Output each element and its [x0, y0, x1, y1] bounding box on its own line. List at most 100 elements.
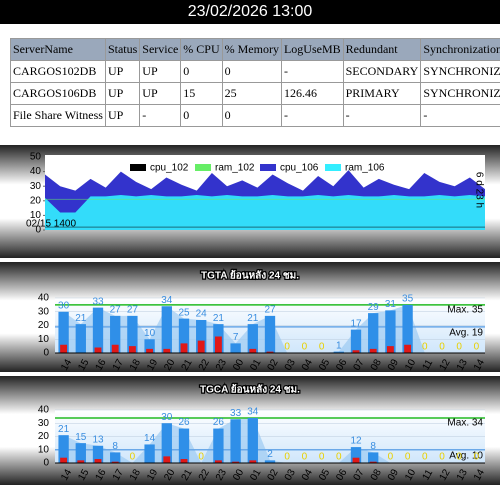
- x-tick-label: 21: [180, 357, 195, 373]
- bar: [161, 423, 172, 463]
- column-header: Synchronization: [420, 38, 500, 61]
- bar: [144, 339, 155, 353]
- x-tick-label: 05: [317, 467, 332, 483]
- x-tick-label: 16: [94, 357, 109, 373]
- value-label: 29: [368, 302, 380, 313]
- value-label: 0: [388, 452, 394, 463]
- max-line-label: Max. 35: [447, 305, 483, 316]
- y-tick-label: 20: [30, 195, 42, 206]
- table-cell: -: [139, 104, 182, 127]
- x-tick-label: 07: [352, 467, 367, 483]
- x-tick-label: 19: [145, 357, 160, 373]
- x-tick-label: 17: [111, 357, 126, 373]
- value-label: 1: [336, 340, 342, 351]
- x-tick-label: 14: [472, 357, 487, 373]
- chart-title: TGTA ย้อนหลัง 24 ชม.: [201, 270, 299, 282]
- bar: [110, 315, 121, 353]
- y-tick-label: 40: [38, 405, 50, 416]
- column-header: ServerName: [10, 38, 106, 61]
- x-tick-label: 08: [369, 467, 384, 483]
- x-tick-label: 03: [283, 357, 298, 373]
- x-tick-label: 17: [111, 467, 126, 483]
- y-tick-label: 0: [43, 458, 49, 469]
- bar: [161, 306, 172, 353]
- bar: [368, 452, 379, 463]
- bar: [247, 324, 258, 353]
- value-label: 0: [284, 342, 290, 353]
- y-tick-label: 10: [30, 210, 42, 221]
- secondary-bar: [60, 344, 68, 353]
- value-label: 31: [385, 299, 397, 310]
- y-tick-label: 0: [35, 225, 41, 236]
- table-cell: 15: [180, 82, 223, 105]
- bar: [58, 311, 69, 353]
- value-label: 10: [144, 328, 156, 339]
- legend-swatch: [130, 164, 146, 171]
- bar: [264, 460, 276, 463]
- y-tick-label: 10: [38, 334, 50, 345]
- value-label: 0: [336, 452, 342, 463]
- x-tick-label: 20: [162, 357, 177, 373]
- table-cell: SYNCHRONIZED: [420, 82, 500, 105]
- x-tick-label: 21: [180, 467, 195, 483]
- column-header: % CPU: [180, 38, 223, 61]
- value-label: 13: [92, 434, 104, 445]
- x-tick-label: 00: [231, 357, 246, 373]
- bar: [368, 313, 379, 353]
- column-header: % Memory: [221, 38, 282, 61]
- table-cell: UP: [139, 60, 182, 83]
- x-tick-label: 04: [300, 357, 315, 373]
- secondary-bar: [214, 460, 222, 463]
- legend-label: ram_106: [345, 163, 385, 174]
- legend-label: cpu_102: [150, 163, 189, 174]
- table-cell: UP: [139, 82, 182, 105]
- secondary-bar: [352, 350, 360, 353]
- bar: [230, 343, 241, 353]
- x-tick-label: 07: [352, 357, 367, 373]
- area: [45, 194, 485, 230]
- x-tick-label: 15: [76, 467, 91, 483]
- value-label: 12: [350, 436, 362, 447]
- x-label: 02/15 1400: [26, 219, 76, 230]
- value-label: 33: [92, 296, 104, 307]
- value-label: 27: [264, 305, 276, 316]
- x-tick-label: 09: [386, 357, 401, 373]
- y-tick-label: 50: [30, 152, 42, 163]
- x-tick-label: 08: [369, 357, 384, 373]
- x-tick-label: 16: [94, 467, 109, 483]
- x-tick-label: 05: [317, 357, 332, 373]
- value-label: 27: [110, 305, 122, 316]
- value-label: 0: [422, 452, 428, 463]
- table-row: File Share Witness UP -0 0- - -: [10, 104, 500, 127]
- value-label: 0: [439, 342, 445, 353]
- value-label: 24: [196, 309, 208, 320]
- column-header: Service: [139, 38, 182, 61]
- y-tick-label: 20: [38, 320, 50, 331]
- x-tick-label: 00: [231, 467, 246, 483]
- y-tick-label: 30: [38, 418, 50, 429]
- table-cell: -: [280, 104, 344, 127]
- secondary-bar: [111, 461, 119, 463]
- value-label: 8: [112, 441, 118, 452]
- x-tick-label: 04: [300, 467, 315, 483]
- x-tick-label: 12: [438, 467, 453, 483]
- y-tick-label: 40: [38, 293, 50, 304]
- value-label: 0: [319, 452, 325, 463]
- value-label: 30: [58, 300, 70, 311]
- bar: [92, 445, 104, 463]
- chart-title: TGCA ย้อนหลัง 24 ชม.: [200, 384, 300, 396]
- x-tick-label: 10: [403, 467, 418, 483]
- bar: [350, 447, 362, 463]
- legend-swatch: [325, 164, 341, 171]
- x-tick-label: 01: [248, 357, 263, 373]
- secondary-bar: [94, 459, 102, 463]
- value-label: 0: [198, 452, 204, 463]
- value-label: 0: [456, 452, 462, 463]
- secondary-bar: [369, 348, 377, 353]
- value-label: 0: [302, 342, 308, 353]
- x-tick-label: 13: [455, 357, 470, 373]
- bar: [92, 307, 104, 353]
- column-header: LogUseMB: [280, 38, 344, 61]
